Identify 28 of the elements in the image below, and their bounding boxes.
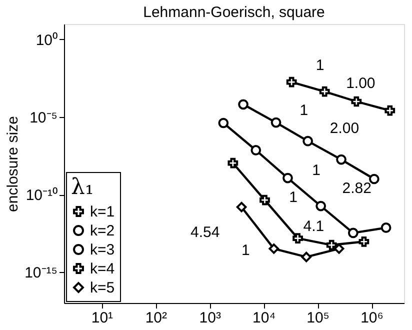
- x-tick-label: 10⁶: [360, 310, 384, 326]
- legend-title: λ₁: [71, 175, 94, 200]
- legend-label: k=2: [90, 222, 115, 240]
- annotation: 1: [242, 242, 250, 259]
- y-tick-label: 10⁰: [36, 32, 58, 49]
- legend-label: k=1: [90, 204, 115, 220]
- x-tick-label: 10³: [199, 310, 221, 326]
- annotation: 1: [300, 102, 308, 119]
- y-tick-label: 10⁻⁵: [30, 110, 58, 126]
- y-axis-title: enclosure size: [4, 116, 22, 212]
- annotation: 1: [312, 162, 320, 180]
- annotation: 1: [316, 56, 324, 74]
- annotation: 2.00: [330, 120, 360, 137]
- chart-title: Lehmann-Goerisch, square: [143, 4, 325, 21]
- y-tick-label: 10⁻¹⁰: [26, 187, 58, 204]
- annotation: 4.1: [303, 218, 324, 236]
- annotation: 4.54: [190, 224, 220, 241]
- legend-label: k=3: [90, 242, 115, 258]
- annotation: 1.00: [346, 74, 376, 92]
- legend-label: k=5: [90, 280, 115, 296]
- x-tick-label: 10²: [145, 310, 168, 326]
- annotation: 2.82: [342, 180, 372, 198]
- annotation: 1: [289, 189, 298, 206]
- y-tick-label: 10⁻¹⁵: [24, 264, 58, 282]
- x-tick-label: 10⁵: [306, 310, 330, 326]
- x-tick-label: 10⁴: [252, 310, 276, 326]
- x-tick-label: 10¹: [91, 310, 114, 326]
- legend-label: k=4: [90, 260, 115, 278]
